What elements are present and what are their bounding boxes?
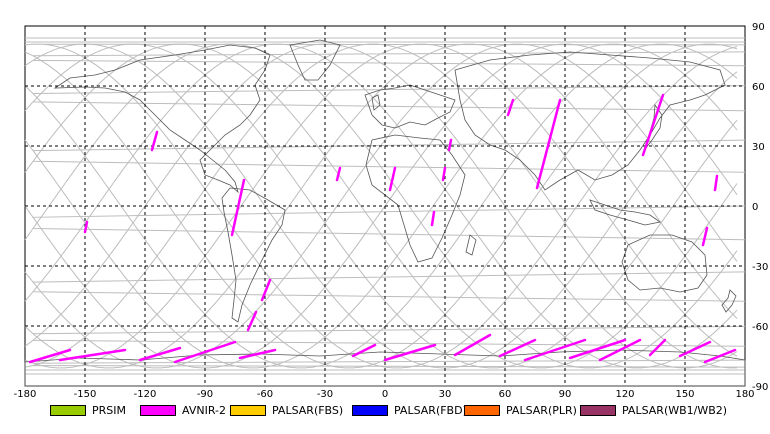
latitude-tick-label: -60 — [752, 322, 768, 333]
legend-item: AVNIR-2 — [140, 402, 226, 418]
longitude-tick-label: 150 — [675, 389, 694, 400]
coastlines — [24, 39, 746, 387]
legend-swatch — [580, 404, 616, 416]
legend-swatch — [140, 404, 176, 416]
latitude-tick-label: 60 — [752, 82, 765, 93]
legend-item: PALSAR(PLR) — [464, 402, 577, 418]
orbit-track — [24, 43, 746, 369]
legend-swatch — [464, 404, 500, 416]
latitude-tick-label: 30 — [752, 142, 765, 153]
legend-item: PRSIM — [50, 402, 126, 418]
longitude-tick-label: 180 — [735, 389, 754, 400]
longitude-tick-label: -120 — [134, 389, 157, 400]
longitude-tick-labels: -180 -150 -120 -90 -60 -30 0 30 60 90 120 150 180 — [14, 389, 755, 400]
longitude-tick-label: 90 — [559, 389, 572, 400]
longitude-tick-label: 0 — [382, 389, 388, 400]
legend-swatch — [50, 404, 86, 416]
longitude-tick-label: -30 — [317, 389, 333, 400]
legend-swatch — [230, 404, 266, 416]
longitude-tick-label: -150 — [74, 389, 97, 400]
orbit-track — [24, 43, 746, 369]
longitude-tick-label: 60 — [499, 389, 512, 400]
orbit-track — [24, 43, 746, 369]
legend-label: PRSIM — [92, 403, 126, 417]
latitude-tick-label: -90 — [752, 382, 768, 393]
longitude-tick-label: -60 — [257, 389, 273, 400]
legend: PRSIM AVNIR-2 PALSAR(FBS) PALSAR(FBD) PALSAR… — [0, 402, 770, 422]
legend-label: PALSAR(PLR) — [506, 403, 577, 417]
legend-label: PALSAR(FBS) — [272, 403, 344, 417]
legend-item: PALSAR(WB1/WB2) — [580, 402, 727, 418]
legend-label: PALSAR(WB1/WB2) — [622, 403, 728, 417]
legend-label: PALSAR(FBD) — [394, 403, 467, 417]
longitude-tick-label: -180 — [14, 389, 37, 400]
legend-item: PALSAR(FBS) — [230, 402, 343, 418]
latitude-tick-label: 0 — [752, 202, 758, 213]
orbit-tracks — [24, 37, 746, 375]
orbit-track — [24, 43, 746, 369]
legend-item: PALSAR(FBD) — [352, 402, 467, 418]
latitude-tick-labels: 90 60 30 0 -30 -60 -90 — [752, 22, 768, 393]
legend-label: AVNIR-2 — [182, 403, 226, 417]
latitude-tick-label: 90 — [752, 22, 765, 33]
lat-lon-grid — [25, 26, 745, 386]
legend-swatch — [352, 404, 388, 416]
longitude-tick-label: -90 — [197, 389, 213, 400]
longitude-tick-label: 30 — [439, 389, 452, 400]
orbit-track — [24, 43, 746, 369]
orbit-track — [24, 43, 746, 369]
avnir-swaths — [28, 93, 737, 364]
longitude-tick-label: 120 — [615, 389, 634, 400]
latitude-tick-label: -30 — [752, 262, 768, 273]
